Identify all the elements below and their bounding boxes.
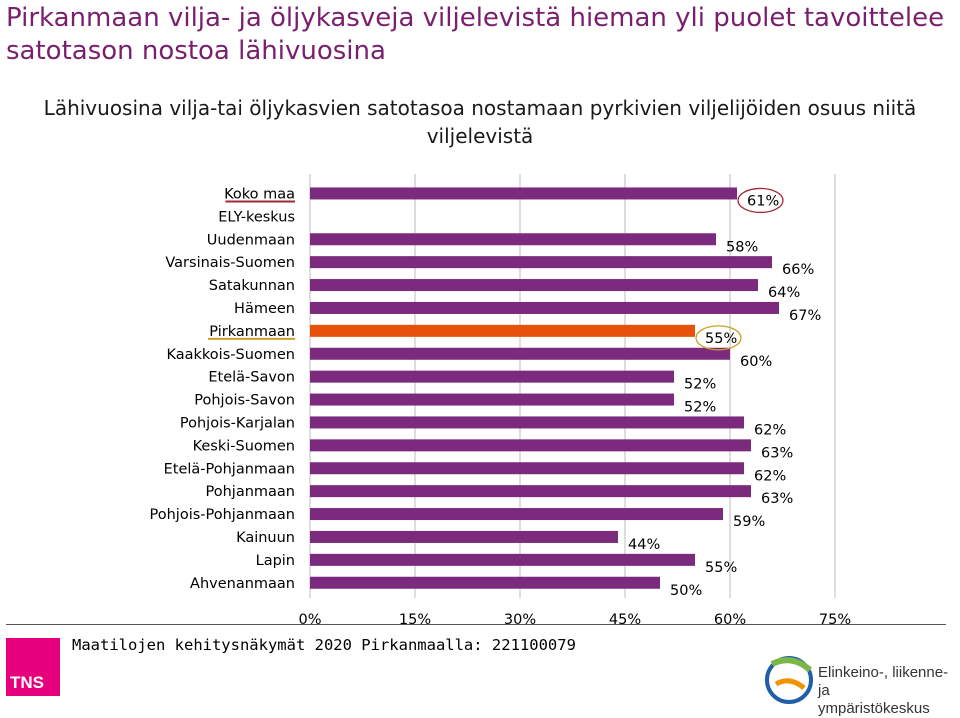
x-tick-label: 30% (504, 612, 536, 628)
data-label: 52% (684, 400, 716, 416)
bar (310, 416, 744, 429)
page-title: Pirkanmaan vilja- ja öljykasveja viljele… (6, 3, 945, 66)
data-label: 64% (768, 285, 800, 301)
category-label: ELY-keskus (218, 209, 295, 225)
data-label: 67% (789, 308, 821, 324)
category-label: Hämeen (234, 301, 295, 317)
ely-logo-icon (765, 656, 813, 704)
category-label: Varsinais-Suomen (165, 255, 295, 271)
category-label: Pohjois-Savon (194, 393, 295, 409)
category-label: Keski-Suomen (193, 438, 295, 454)
bars (310, 187, 779, 589)
data-label: 55% (705, 331, 737, 347)
bar (310, 393, 674, 406)
tns-logo: TNS (6, 638, 60, 696)
category-label: Pohjois-Pohjanmaan (150, 507, 295, 523)
category-label: Pohjois-Karjalan (180, 415, 295, 431)
x-tick-label: 15% (399, 612, 431, 628)
x-tick-label: 0% (298, 612, 321, 628)
bar (310, 485, 751, 498)
category-label: Satakunnan (209, 278, 295, 294)
x-tick-labels: 0% 15% 30% 45% 60% 75% (298, 612, 851, 628)
data-label: 55% (705, 560, 737, 576)
data-label-highlight-circle (695, 325, 742, 351)
bar (310, 279, 758, 292)
bar (310, 187, 737, 200)
data-label: 62% (754, 422, 786, 438)
bar (310, 439, 751, 452)
data-label: 63% (761, 445, 793, 461)
data-label: 60% (740, 354, 772, 370)
category-label: Koko maa (224, 186, 295, 202)
bar (310, 347, 730, 360)
bar (310, 233, 716, 246)
bar-chart: Koko maa ELY-keskus Uudenmaan Varsinais-Suo… (150, 174, 851, 628)
data-labels: 61%58%66%64%67%55%60%52%52%62%63%62%63%5… (628, 187, 821, 599)
bar (310, 370, 674, 383)
data-label: 66% (782, 262, 814, 278)
bar (310, 324, 695, 337)
category-label: Etelä-Pohjanmaan (164, 461, 295, 477)
data-label: 44% (628, 537, 660, 553)
bar (310, 530, 618, 543)
footer-source: Maatilojen kehitysnäkymät 2020 Pirkanmaa… (72, 636, 576, 654)
category-label: Uudenmaan (207, 232, 295, 248)
data-label: 58% (726, 239, 758, 255)
bar (310, 553, 695, 566)
data-label: 62% (754, 468, 786, 484)
bar (310, 256, 772, 269)
category-label: Kainuun (236, 530, 295, 546)
tns-logo-text: TNS (10, 673, 44, 692)
data-label: 59% (733, 514, 765, 530)
chart-title: Lähivuosina vilja-tai öljykasvien satota… (43, 96, 917, 148)
x-tick-label: 75% (819, 612, 851, 628)
bar (310, 462, 744, 475)
ely-logo-text: Elinkeino-, liikenne- ja ympäristökeskus (818, 664, 958, 718)
category-label: Lapin (256, 553, 295, 569)
bar (310, 576, 660, 589)
bar (310, 508, 723, 521)
category-labels: Koko maa ELY-keskus Uudenmaan Varsinais-Suo… (150, 186, 296, 592)
ely-line-1: Elinkeino-, liikenne- ja (818, 664, 949, 699)
category-label: Ahvenanmaan (190, 576, 295, 592)
data-label: 50% (670, 583, 702, 599)
category-label: Pirkanmaan (209, 324, 295, 340)
footer-divider (6, 624, 946, 625)
data-label: 61% (747, 193, 779, 209)
ely-line-2: ympäristökeskus (818, 700, 930, 717)
x-tick-label: 45% (609, 612, 641, 628)
x-tick-label: 60% (714, 612, 746, 628)
bar (310, 301, 779, 314)
data-label: 63% (761, 491, 793, 507)
data-label-highlight-circle (737, 187, 784, 214)
category-label: Kaakkois-Suomen (167, 347, 296, 363)
data-label: 52% (684, 377, 716, 393)
category-label: Pohjanmaan (206, 484, 295, 500)
category-label: Etelä-Savon (208, 370, 295, 386)
